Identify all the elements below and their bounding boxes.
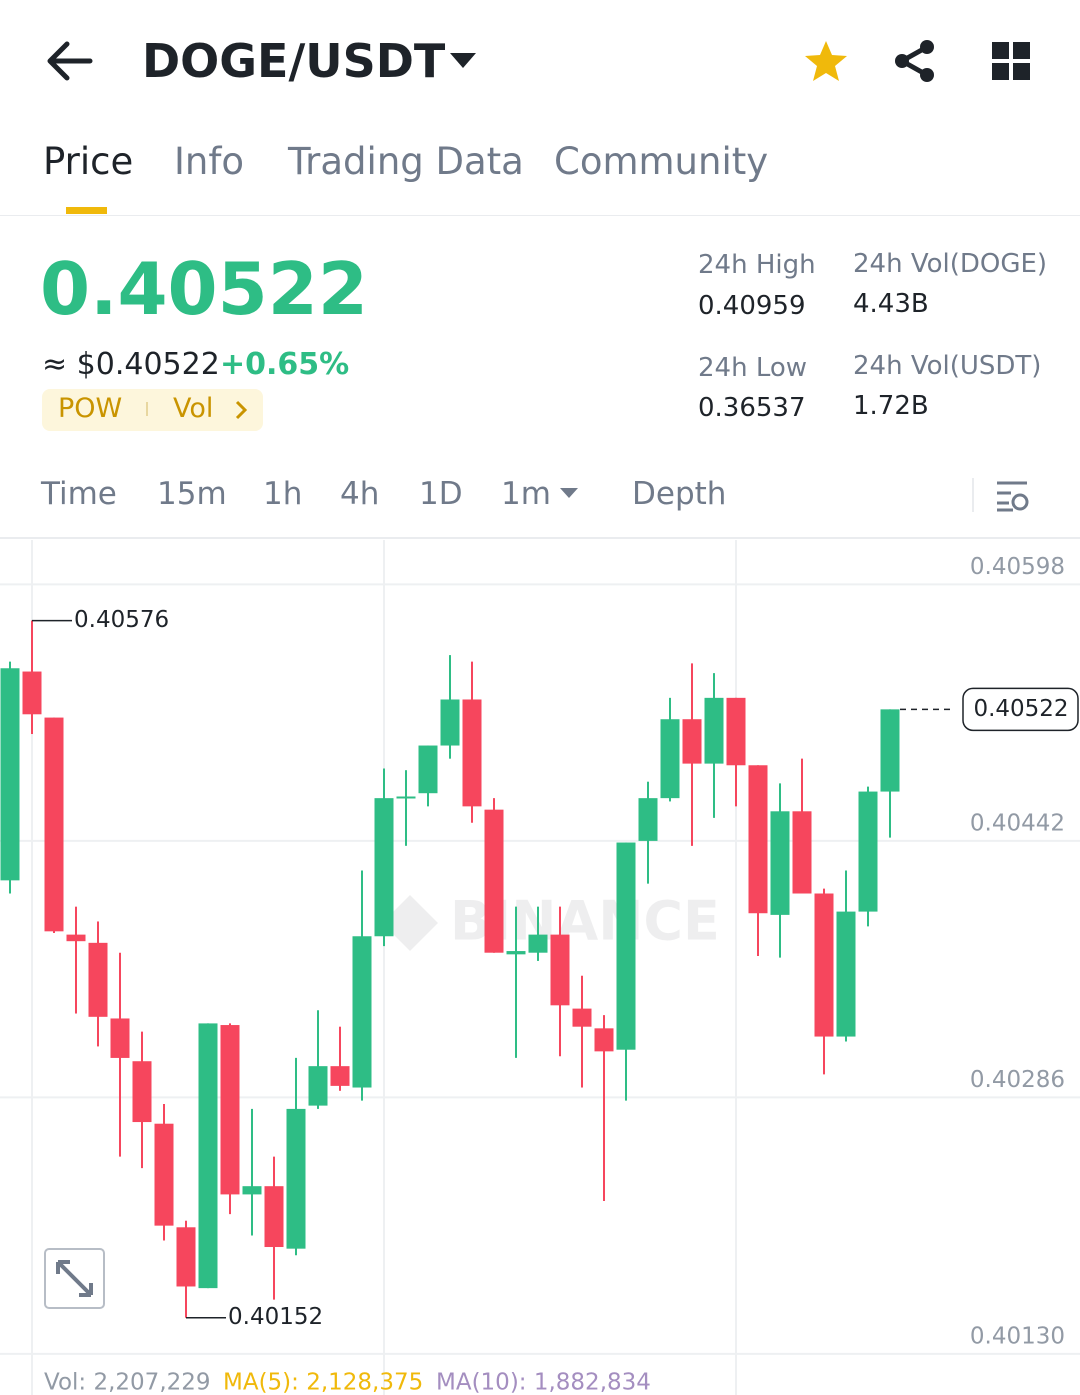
low-label: 0.40152 xyxy=(228,1304,323,1330)
y-tick-label: 0.40442 xyxy=(970,810,1065,836)
interval[interactable]: Time xyxy=(41,476,117,512)
interval[interactable]: Depth xyxy=(632,476,727,512)
interval[interactable]: 1h xyxy=(263,476,303,512)
ma5-label: MA(5): 2,128,375 xyxy=(223,1370,423,1395)
candle-body xyxy=(704,697,724,764)
candle-body xyxy=(176,1227,196,1287)
tab[interactable]: Community xyxy=(554,140,769,183)
chart-settings[interactable] xyxy=(995,478,1031,514)
tab[interactable]: Info xyxy=(174,140,245,183)
tab[interactable]: Price xyxy=(43,140,134,183)
stat-label: 24h Vol(USDT) xyxy=(853,351,1042,381)
stat-value: 1.72B xyxy=(853,391,929,421)
candle-body xyxy=(484,809,504,953)
candle-body xyxy=(440,699,460,746)
y-tick-label: 0.40130 xyxy=(970,1323,1065,1349)
interval[interactable]: 4h xyxy=(340,476,380,512)
last-price-label: 0.40522 xyxy=(973,696,1068,722)
share-button[interactable] xyxy=(892,38,938,84)
candle-body xyxy=(110,1018,130,1058)
candle-body xyxy=(528,934,548,953)
high-label: 0.40576 xyxy=(74,607,169,633)
favorite-star[interactable] xyxy=(803,38,849,84)
ma10-label: MA(10): 1,882,834 xyxy=(436,1370,651,1395)
last-price: 0.40522 xyxy=(40,247,368,331)
candle-body xyxy=(594,1028,614,1052)
stat-label: 24h High xyxy=(698,250,816,280)
candle-body xyxy=(572,1008,592,1027)
stat-value: 0.40959 xyxy=(698,291,806,321)
interval[interactable]: 15m xyxy=(157,476,227,512)
candle-body xyxy=(88,942,108,1017)
stat-value: 0.36537 xyxy=(698,393,806,423)
candle-body xyxy=(726,697,746,766)
last-price-box xyxy=(962,687,1079,732)
candle-body xyxy=(264,1186,284,1248)
interval-dropdown[interactable] xyxy=(558,486,580,500)
candle-body xyxy=(286,1108,306,1249)
pair-title[interactable]: DOGE/USDT xyxy=(142,34,446,88)
interval[interactable]: 1m xyxy=(501,476,551,512)
grid-menu[interactable] xyxy=(990,40,1032,82)
tag-chevron xyxy=(235,400,248,420)
candle-body xyxy=(330,1066,350,1086)
candle-body xyxy=(770,811,790,915)
candle-body xyxy=(550,934,570,1006)
divider xyxy=(972,478,974,512)
expand-button[interactable] xyxy=(44,1248,105,1309)
candle-body xyxy=(880,709,900,792)
candle-body xyxy=(220,1025,240,1195)
candle-body xyxy=(638,798,658,841)
candle-body xyxy=(242,1186,262,1195)
candle-body xyxy=(66,934,86,942)
candle-body xyxy=(352,936,372,1088)
candle-body xyxy=(22,671,42,715)
back-button[interactable] xyxy=(40,38,100,84)
candle-body xyxy=(682,719,702,764)
price-change: +0.65% xyxy=(220,347,350,382)
tag[interactable]: POW xyxy=(58,393,123,424)
candle-body xyxy=(44,717,64,932)
candle-body xyxy=(374,798,394,937)
candle-body xyxy=(836,911,856,1037)
candle-body xyxy=(0,668,20,881)
tab[interactable]: Trading Data xyxy=(288,140,524,183)
candle-body xyxy=(858,791,878,912)
candle-body xyxy=(616,842,636,1050)
y-tick-label: 0.40598 xyxy=(970,554,1065,580)
pair-dropdown[interactable] xyxy=(448,50,478,72)
candle-body xyxy=(396,796,416,799)
stat-label: 24h Vol(DOGE) xyxy=(853,249,1048,279)
candle-body xyxy=(814,893,834,1037)
tag-separator xyxy=(146,402,148,416)
y-tick-label: 0.40286 xyxy=(970,1067,1065,1093)
interval[interactable]: 1D xyxy=(419,476,463,512)
tag[interactable]: Vol xyxy=(173,393,214,424)
divider xyxy=(0,537,1080,539)
stat-label: 24h Low xyxy=(698,353,808,383)
candle-body xyxy=(418,745,438,794)
candle-body xyxy=(462,699,482,807)
candle-body xyxy=(660,719,680,799)
candle-body xyxy=(748,765,768,914)
candle-body xyxy=(198,1023,218,1289)
tab-indicator xyxy=(66,207,107,214)
fiat-price: ≈ $0.40522 xyxy=(42,347,220,382)
candle-body xyxy=(132,1061,152,1123)
candle-body xyxy=(154,1123,174,1226)
tag-box[interactable] xyxy=(42,389,263,431)
stat-value: 4.43B xyxy=(853,289,929,319)
candle-body xyxy=(506,951,526,955)
divider xyxy=(0,215,1080,216)
candle-body xyxy=(308,1066,328,1106)
volume-label: Vol: 2,207,229 xyxy=(44,1370,211,1395)
candle-body xyxy=(792,811,812,894)
